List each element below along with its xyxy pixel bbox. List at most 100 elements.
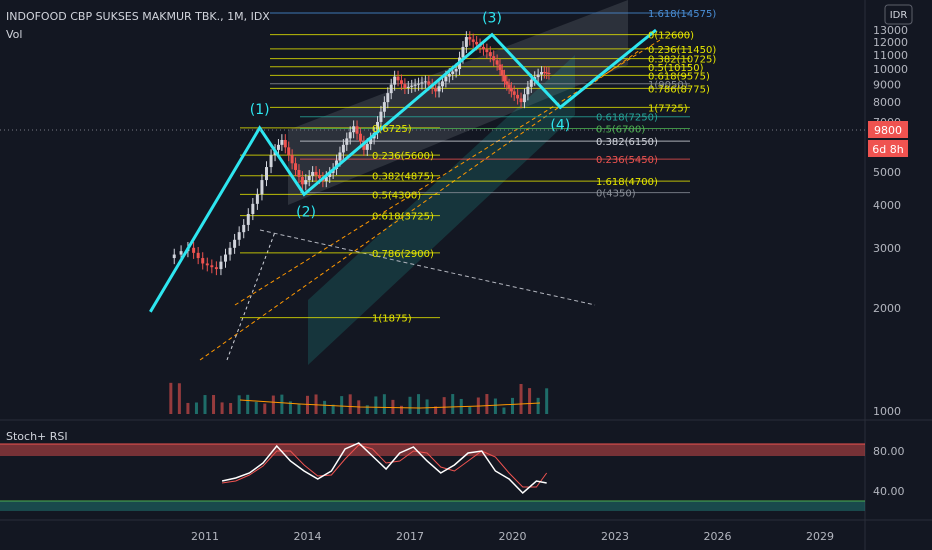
candle-body bbox=[386, 93, 390, 103]
wave-label: (3) bbox=[482, 11, 502, 27]
currency-badge[interactable] bbox=[884, 4, 913, 25]
fib-label: 1.618(4700) bbox=[596, 177, 658, 188]
price-tick-label: 1000 bbox=[873, 405, 901, 418]
volume-bar bbox=[169, 382, 173, 414]
candle-body bbox=[434, 87, 438, 92]
price-tick-label: 4000 bbox=[873, 199, 901, 212]
candle-body bbox=[522, 94, 526, 103]
price-tick-label: 12000 bbox=[873, 36, 908, 49]
candle-body bbox=[242, 224, 246, 233]
volume-bar bbox=[374, 396, 378, 414]
volume-bar bbox=[365, 405, 369, 414]
volume-bar bbox=[391, 399, 395, 414]
time-tick-label: 2014 bbox=[294, 530, 322, 543]
fib-label: 0.5(4300) bbox=[372, 190, 421, 201]
volume-bar bbox=[434, 406, 438, 414]
wave-label: (2) bbox=[296, 204, 316, 220]
candle-body bbox=[287, 147, 291, 156]
volume-ma-line bbox=[239, 399, 541, 409]
volume-bar bbox=[340, 396, 344, 414]
candle-body bbox=[362, 141, 366, 150]
fib-label: 0.618(9575) bbox=[648, 71, 710, 82]
candle-body bbox=[335, 160, 339, 169]
candle-body bbox=[300, 176, 304, 185]
candle-body bbox=[196, 252, 200, 259]
fib-label: 1(7725) bbox=[648, 103, 688, 114]
volume-bar bbox=[288, 401, 292, 414]
wave-label: (1) bbox=[250, 102, 270, 118]
candle-body bbox=[447, 74, 451, 77]
candle-body bbox=[324, 176, 328, 182]
candle-body bbox=[358, 133, 362, 142]
fib-label: 0.5(10150) bbox=[648, 63, 704, 74]
candle-body bbox=[311, 171, 315, 176]
candle-body bbox=[251, 203, 255, 215]
candle-body bbox=[413, 84, 417, 86]
price-tick-label: 8000 bbox=[873, 96, 901, 109]
currency-label: IDR bbox=[890, 10, 908, 21]
candle-body bbox=[389, 84, 393, 94]
time-tick-label: 2011 bbox=[191, 530, 219, 543]
candle-body bbox=[265, 167, 268, 181]
fib-label: 0.236(11450) bbox=[648, 45, 716, 56]
fib-label: 0(4350) bbox=[596, 189, 636, 200]
price-tick-label: 9000 bbox=[873, 79, 901, 92]
elliott-wave-line[interactable] bbox=[149, 28, 657, 313]
wave-labels: (1) (2) (3) (4) bbox=[250, 11, 571, 221]
candle-body bbox=[297, 169, 301, 177]
candle-body bbox=[468, 37, 472, 40]
candle-body bbox=[294, 163, 298, 170]
volume-bar bbox=[237, 395, 241, 414]
candle-body bbox=[219, 261, 223, 270]
countdown-value: 6d 8h bbox=[872, 143, 903, 156]
volume-bar bbox=[314, 394, 318, 414]
volume-bar bbox=[485, 394, 489, 414]
volume-bar bbox=[545, 388, 549, 414]
candle-body bbox=[471, 39, 475, 42]
overbought-zone bbox=[0, 444, 865, 456]
candle-body bbox=[507, 84, 511, 88]
volume-bar bbox=[297, 404, 301, 414]
volume-bar bbox=[511, 397, 514, 414]
candle-body bbox=[406, 86, 410, 88]
candle-body bbox=[314, 171, 318, 175]
candle-body bbox=[365, 144, 369, 150]
volume-bar bbox=[408, 396, 412, 414]
candle-body bbox=[403, 84, 407, 88]
candle-body bbox=[338, 152, 342, 161]
candle-body bbox=[317, 174, 321, 178]
volume-bar bbox=[229, 403, 233, 414]
candle-body bbox=[492, 56, 496, 61]
candle-body bbox=[355, 126, 359, 134]
candle-body bbox=[547, 72, 551, 74]
volume-bar bbox=[306, 395, 309, 414]
volume-bar bbox=[203, 395, 207, 414]
time-axis[interactable]: 2011 2014 2017 2020 2023 2026 2029 bbox=[191, 530, 834, 543]
candle-body bbox=[440, 81, 444, 87]
candle-body bbox=[328, 172, 332, 177]
wave-label: (4) bbox=[550, 117, 570, 133]
candle-body bbox=[396, 76, 400, 81]
volume-bar bbox=[451, 394, 455, 414]
candle-body bbox=[341, 144, 345, 153]
candle-body bbox=[307, 175, 311, 181]
fib-label: 0.236(5450) bbox=[596, 155, 658, 166]
candle-body bbox=[201, 258, 205, 264]
price-tick-label: 2000 bbox=[873, 302, 901, 315]
volume-bar bbox=[212, 395, 216, 414]
candle-body bbox=[529, 79, 533, 87]
volume-bar bbox=[263, 403, 267, 414]
candle-body bbox=[237, 232, 241, 240]
price-tick-label: 5000 bbox=[873, 166, 901, 179]
stoch-rsi-d-line bbox=[222, 444, 548, 488]
price-tick-label: 10000 bbox=[873, 63, 908, 76]
volume-bar bbox=[425, 399, 429, 414]
candle-body bbox=[172, 254, 176, 259]
fib-label: 0(12600) bbox=[648, 31, 694, 42]
fib-label: 0.618(7250) bbox=[596, 113, 658, 124]
candle-body bbox=[545, 72, 549, 74]
price-axis[interactable]: 1300012000110001000090008000700060005000… bbox=[873, 24, 908, 418]
fib-label: 0.786(2900) bbox=[372, 249, 434, 260]
lower-channel-shade bbox=[308, 55, 575, 365]
